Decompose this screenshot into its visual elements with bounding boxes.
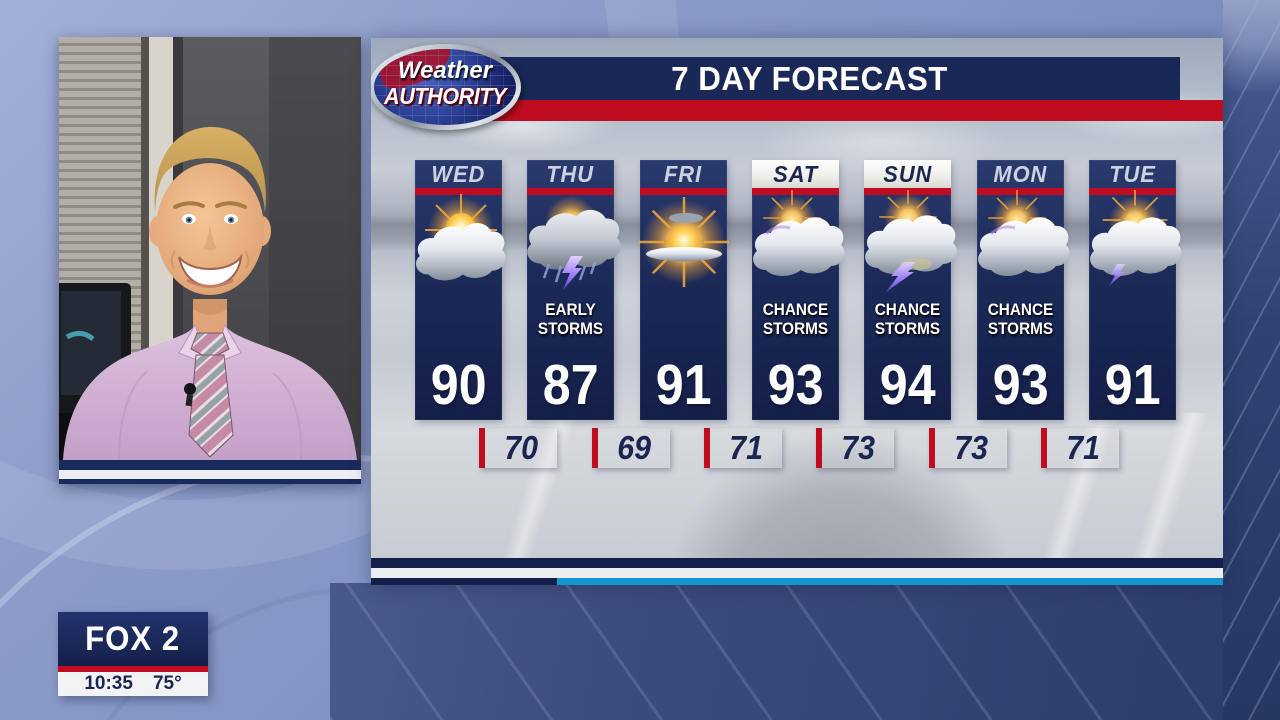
- high-temp: 91: [655, 353, 712, 417]
- high-temp: 87: [542, 353, 599, 417]
- background-dark-band: [330, 583, 1280, 720]
- forecast-title: 7 DAY FORECAST: [671, 60, 948, 97]
- day-name: WED: [431, 161, 486, 187]
- cloud-lightning-icon: [1083, 190, 1183, 294]
- bug-time: 10:35: [84, 673, 133, 694]
- mostly-sunny-icon: [634, 190, 734, 294]
- day-header-underline: [527, 188, 614, 195]
- panel-bottom-navy-bar: [371, 558, 1223, 568]
- overnight-low: 71: [1041, 428, 1119, 468]
- bug-time-temp: 10:35 75°: [58, 672, 208, 696]
- overnight-low: 73: [816, 428, 894, 468]
- bug-temp: 75°: [152, 673, 182, 694]
- partly-cloudy-icon: [409, 190, 509, 294]
- forecast-day-column: THU EARLY STORMS 87: [527, 160, 614, 420]
- weatherman-video-window: [59, 37, 361, 484]
- day-name: SUN: [864, 160, 951, 188]
- overnight-low: 71: [704, 428, 782, 468]
- background-right-strip: [1223, 0, 1280, 720]
- high-temp: 93: [992, 353, 1049, 417]
- video-bottom-bar: [59, 460, 361, 470]
- logo-word-authority: AUTHORITY: [384, 83, 506, 109]
- condition-label: CHANCE STORMS: [987, 300, 1054, 338]
- day-header-underline: [977, 188, 1064, 195]
- day-name: SAT: [752, 160, 839, 188]
- forecast-title-underline: [439, 100, 1223, 121]
- video-bottom-line: [59, 479, 361, 484]
- forecast-day-column: MON CHANCE STORMS 93: [977, 160, 1064, 420]
- condition-label: EARLY STORMS: [537, 300, 604, 338]
- video-bottom-stripe: [59, 470, 361, 479]
- overnight-low: 69: [592, 428, 670, 468]
- panel-bottom-white-bar: [371, 568, 1223, 578]
- lavalier-mic: [184, 383, 196, 395]
- day-header-underline: [640, 188, 727, 195]
- chance-storms-lightning-icon: [858, 190, 958, 294]
- day-name: MON: [993, 161, 1048, 187]
- seven-day-forecast-panel: 7 DAY FORECAST Weather AUTHORITY WED 90 …: [371, 38, 1223, 585]
- high-temp: 94: [879, 353, 936, 417]
- forecast-day-column: SAT CHANCE STORMS 93: [752, 160, 839, 420]
- forecast-day-column: FRI 91: [640, 160, 727, 420]
- station-name: FOX 2: [85, 619, 181, 658]
- condition-label: [414, 300, 503, 319]
- high-temp: 91: [1104, 353, 1161, 417]
- chance-storms-icon: [971, 190, 1071, 294]
- day-header-underline: [415, 188, 502, 195]
- forecast-day-column: WED 90: [415, 160, 502, 420]
- station-logo: FOX 2: [58, 612, 208, 666]
- logo-globe: [374, 49, 516, 125]
- high-temp: 90: [430, 353, 487, 417]
- condition-label: [639, 300, 728, 319]
- chance-storms-icon: [746, 190, 846, 294]
- panel-bottom-cyan-bar: [371, 578, 1223, 585]
- weather-authority-logo: Weather AUTHORITY: [371, 44, 521, 130]
- station-bug: FOX 2 10:35 75°: [58, 612, 208, 696]
- day-name: THU: [546, 161, 595, 187]
- day-header-underline: [752, 188, 839, 195]
- bug-red-stripe: [58, 666, 208, 672]
- day-header-underline: [1089, 188, 1176, 195]
- condition-label: CHANCE STORMS: [874, 300, 941, 338]
- day-name: FRI: [664, 161, 703, 187]
- forecast-title-bar: 7 DAY FORECAST: [439, 57, 1180, 100]
- weatherman-illustration: [59, 37, 361, 460]
- overnight-low: 70: [479, 428, 557, 468]
- condition-label: CHANCE STORMS: [762, 300, 829, 338]
- condition-label: [1088, 300, 1177, 319]
- high-temp: 93: [767, 353, 824, 417]
- overnight-low: 73: [929, 428, 1007, 468]
- thunderstorms-icon: [521, 190, 621, 294]
- forecast-day-column: SUN CHANCE STORMS 94: [864, 160, 951, 420]
- logo-word-weather: Weather: [397, 57, 493, 84]
- day-name: TUE: [1109, 161, 1156, 187]
- forecast-day-column: TUE 91: [1089, 160, 1176, 420]
